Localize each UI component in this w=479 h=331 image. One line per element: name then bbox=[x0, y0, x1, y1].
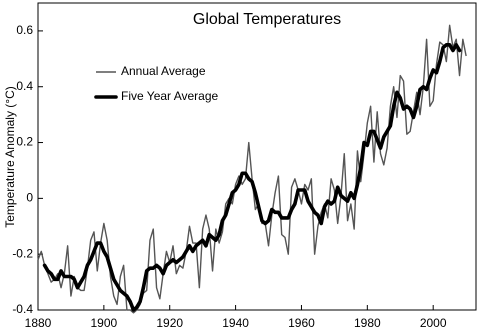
x-tick-label: 1940 bbox=[222, 316, 249, 330]
x-tick-label: 2000 bbox=[420, 316, 447, 330]
x-tick-label: 1920 bbox=[156, 316, 183, 330]
series-line bbox=[37, 24, 467, 314]
x-tick-label: 1980 bbox=[354, 316, 381, 330]
series-line bbox=[42, 43, 462, 312]
y-axis-label: Temperature Anomaly (°C) bbox=[3, 86, 17, 228]
chart-title: Global Temperatures bbox=[193, 11, 341, 28]
y-tick-label: 0.4 bbox=[16, 79, 33, 93]
y-tick-label: 0.2 bbox=[16, 135, 33, 149]
legend-label: Annual Average bbox=[121, 64, 206, 78]
y-tick-label: -0.2 bbox=[12, 246, 33, 260]
y-tick-label: -0.4 bbox=[12, 302, 33, 316]
x-tick-label: 1880 bbox=[25, 316, 52, 330]
plot-frame bbox=[37, 2, 477, 311]
y-tick-label: 0.6 bbox=[16, 23, 33, 37]
legend-label: Five Year Average bbox=[121, 89, 219, 103]
x-tick-label: 1900 bbox=[91, 316, 118, 330]
y-tick-label: 0 bbox=[26, 191, 33, 205]
x-tick-label: 1960 bbox=[288, 316, 315, 330]
